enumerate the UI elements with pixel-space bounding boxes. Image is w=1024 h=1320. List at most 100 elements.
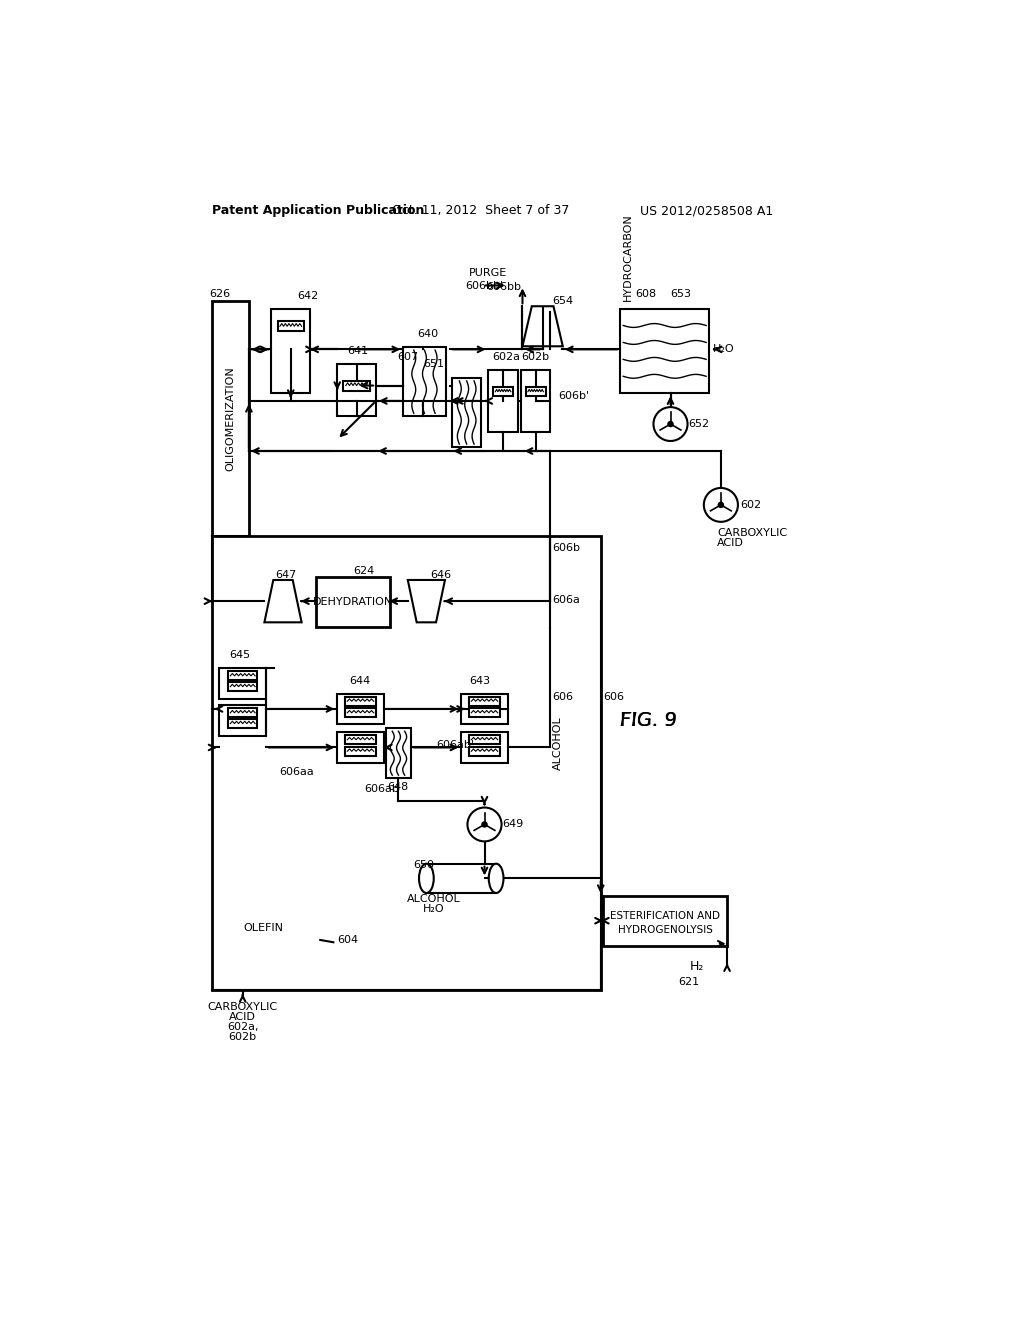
Text: 644: 644 <box>349 676 370 686</box>
Polygon shape <box>264 579 302 622</box>
Circle shape <box>703 488 738 521</box>
Text: FIG. 9: FIG. 9 <box>621 711 677 730</box>
Ellipse shape <box>419 863 434 892</box>
Text: 648: 648 <box>388 781 409 792</box>
Bar <box>345 708 376 718</box>
Text: US 2012/0258508 A1: US 2012/0258508 A1 <box>640 205 773 218</box>
Text: HYDROGENOLYSIS: HYDROGENOLYSIS <box>617 924 713 935</box>
Bar <box>469 747 500 756</box>
Text: 641: 641 <box>347 346 369 355</box>
Text: 602a: 602a <box>493 351 520 362</box>
Text: 606bb': 606bb' <box>465 281 503 290</box>
Text: H₂O: H₂O <box>713 345 735 354</box>
Text: ALCOHOL: ALCOHOL <box>408 894 461 904</box>
Text: 606bb: 606bb <box>486 281 521 292</box>
Text: ESTERIFICATION AND: ESTERIFICATION AND <box>610 911 720 921</box>
Text: 606ab: 606ab <box>365 784 399 793</box>
Text: H₂O: H₂O <box>423 904 445 913</box>
Bar <box>521 370 550 432</box>
Text: DEHYDRATION: DEHYDRATION <box>313 598 393 607</box>
Text: HYDROCARBON: HYDROCARBON <box>623 213 633 301</box>
Bar <box>488 370 518 432</box>
Bar <box>345 735 376 744</box>
Bar <box>345 747 376 756</box>
Ellipse shape <box>488 863 504 892</box>
Bar <box>386 729 411 779</box>
Bar <box>212 536 601 990</box>
Text: 602: 602 <box>740 500 762 510</box>
Bar <box>212 301 249 536</box>
Polygon shape <box>408 579 445 622</box>
Text: 651: 651 <box>423 359 444 370</box>
Text: 606: 606 <box>553 693 573 702</box>
Bar <box>228 682 257 692</box>
Text: 642: 642 <box>297 290 318 301</box>
Bar <box>461 733 508 763</box>
Bar <box>525 387 546 396</box>
Circle shape <box>467 808 502 841</box>
Text: 606: 606 <box>603 693 624 702</box>
Text: 608: 608 <box>636 289 656 300</box>
Text: 602b: 602b <box>228 1032 257 1043</box>
Text: PURGE: PURGE <box>469 268 507 277</box>
Text: Oct. 11, 2012  Sheet 7 of 37: Oct. 11, 2012 Sheet 7 of 37 <box>391 205 569 218</box>
Circle shape <box>668 421 673 426</box>
Text: H₂: H₂ <box>690 961 705 973</box>
Circle shape <box>653 407 687 441</box>
Bar <box>345 697 376 706</box>
Text: 653: 653 <box>671 289 691 300</box>
Bar <box>337 364 376 416</box>
Text: CARBOXYLIC: CARBOXYLIC <box>208 1002 278 1011</box>
Text: 650: 650 <box>413 861 434 870</box>
Text: OLIGOMERIZATION: OLIGOMERIZATION <box>225 366 236 471</box>
Bar <box>228 719 257 729</box>
Text: ACID: ACID <box>717 539 743 548</box>
Text: CARBOXYLIC: CARBOXYLIC <box>717 528 787 539</box>
Bar <box>493 387 513 396</box>
Bar <box>469 708 500 718</box>
Bar <box>337 693 384 725</box>
Text: 606b: 606b <box>553 544 581 553</box>
Text: ACID: ACID <box>229 1011 256 1022</box>
Text: 652: 652 <box>688 418 710 429</box>
Bar <box>219 668 266 700</box>
Text: 607: 607 <box>397 352 419 363</box>
Text: 602b: 602b <box>521 351 549 362</box>
Bar <box>461 693 508 725</box>
Bar <box>228 671 257 681</box>
Bar <box>337 733 384 763</box>
Polygon shape <box>522 306 563 346</box>
Text: 643: 643 <box>469 676 490 686</box>
Text: 646: 646 <box>430 570 452 581</box>
Text: 606a: 606a <box>553 594 581 605</box>
Bar <box>603 896 727 946</box>
Text: 606b': 606b' <box>558 391 589 400</box>
Bar <box>452 378 481 447</box>
Text: 624: 624 <box>353 566 375 576</box>
Bar <box>278 321 304 331</box>
Circle shape <box>718 503 723 507</box>
Text: OLEFIN: OLEFIN <box>244 924 284 933</box>
Text: 606ab': 606ab' <box>436 739 474 750</box>
Text: 621: 621 <box>678 977 699 987</box>
Circle shape <box>482 822 487 828</box>
Text: 649: 649 <box>503 820 523 829</box>
Text: Patent Application Publication: Patent Application Publication <box>212 205 424 218</box>
Bar <box>316 577 390 627</box>
Text: ALCOHOL: ALCOHOL <box>553 717 563 771</box>
Text: 640: 640 <box>417 329 438 339</box>
Bar <box>621 309 710 393</box>
Text: 606aa: 606aa <box>280 767 314 776</box>
Bar <box>343 380 370 391</box>
Text: 602a,: 602a, <box>227 1022 258 1032</box>
Text: FIG. 9: FIG. 9 <box>621 711 677 730</box>
Text: 604: 604 <box>337 935 358 945</box>
Bar <box>228 708 257 718</box>
Bar <box>219 705 266 737</box>
Text: 647: 647 <box>275 570 297 581</box>
Text: 654: 654 <box>553 296 573 306</box>
Bar <box>403 347 445 416</box>
Text: 626: 626 <box>209 289 230 300</box>
Bar <box>469 735 500 744</box>
Bar <box>469 697 500 706</box>
